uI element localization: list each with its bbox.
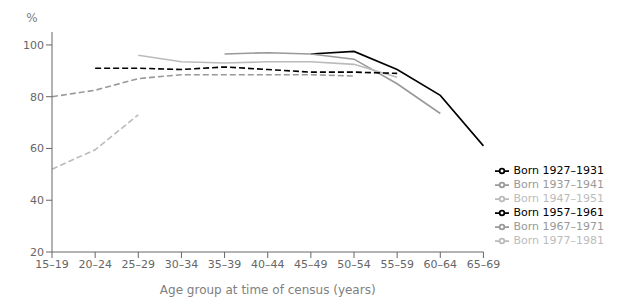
svg-text:100: 100 bbox=[23, 39, 44, 52]
svg-text:80: 80 bbox=[30, 91, 44, 104]
html-text:Born 1977–1981: Born 1977–1981 bbox=[513, 234, 604, 247]
svg-text:Age group at time of census (y: Age group at time of census (years) bbox=[160, 283, 376, 297]
svg-text:55–59: 55–59 bbox=[380, 258, 414, 271]
svg-text:65–69: 65–69 bbox=[467, 258, 501, 271]
svg-text:45–49: 45–49 bbox=[294, 258, 328, 271]
svg-text:40–44: 40–44 bbox=[251, 258, 285, 271]
html-text:Born 1947–1951: Born 1947–1951 bbox=[513, 192, 604, 205]
html-text:Born 1927–1931: Born 1927–1931 bbox=[513, 164, 604, 177]
html-text:Born 1937–1941: Born 1937–1941 bbox=[513, 178, 604, 191]
svg-text:20–24: 20–24 bbox=[78, 258, 112, 271]
svg-text:30–34: 30–34 bbox=[165, 258, 199, 271]
svg-text:%: % bbox=[26, 11, 37, 25]
svg-text:20: 20 bbox=[30, 246, 44, 259]
svg-text:60–64: 60–64 bbox=[424, 258, 458, 271]
svg-text:15–19: 15–19 bbox=[35, 258, 69, 271]
svg-text:60: 60 bbox=[30, 142, 44, 155]
svg-text:50–54: 50–54 bbox=[337, 258, 371, 271]
svg-text:35–39: 35–39 bbox=[208, 258, 242, 271]
html-text:Born 1967–1971: Born 1967–1971 bbox=[513, 220, 604, 233]
svg-text:25–29: 25–29 bbox=[122, 258, 156, 271]
html-text:Born 1957–1961: Born 1957–1961 bbox=[513, 206, 604, 219]
svg-text:40: 40 bbox=[30, 194, 44, 207]
